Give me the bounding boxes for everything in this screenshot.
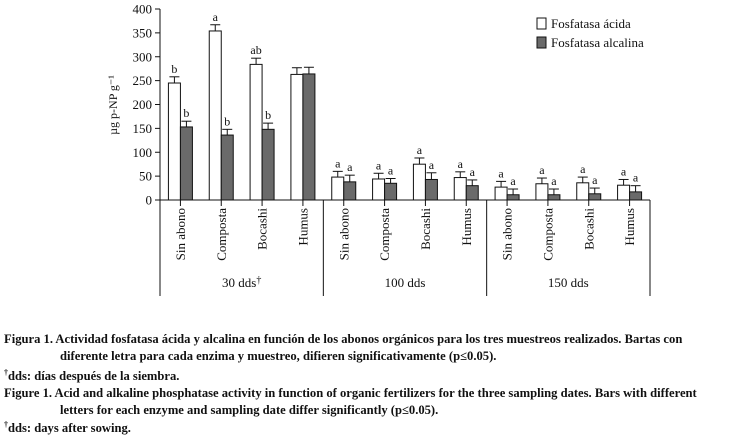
chart-legend: Fosfatasa ácida Fosfatasa alcalina <box>536 16 644 50</box>
bar-acid <box>494 186 508 201</box>
bar-alkaline <box>220 134 234 201</box>
category-label: Humus <box>459 208 474 246</box>
y-tick-label: 0 <box>146 193 153 208</box>
footnote-en-text: dds: days after sowing. <box>8 421 131 435</box>
group-label: 150 dds <box>548 275 589 290</box>
letter-alkaline: b <box>265 108 271 122</box>
bar-acid <box>290 73 304 201</box>
letter-alkaline: a <box>510 174 516 188</box>
letter-acid: a <box>498 166 504 180</box>
bar-acid <box>249 63 263 201</box>
letter-alkaline: a <box>633 171 639 185</box>
y-tick-label: 150 <box>133 121 153 136</box>
legend-label-acid: Fosfatasa ácida <box>551 16 631 31</box>
bar-alkaline <box>343 181 357 201</box>
bar-acid <box>576 182 590 201</box>
bar-alkaline <box>179 126 193 201</box>
group-label-dagger: † <box>256 275 261 286</box>
bar-acid <box>412 163 426 201</box>
bar-alkaline <box>424 178 438 201</box>
letter-alkaline: a <box>429 158 435 172</box>
bar-alkaline <box>465 185 479 201</box>
letter-alkaline: a <box>551 174 557 188</box>
bar-alkaline <box>261 128 275 201</box>
letter-alkaline: b <box>183 106 189 120</box>
bar-acid <box>208 30 222 201</box>
letter-alkaline: b <box>224 114 230 128</box>
bar-acid <box>453 177 467 201</box>
category-label: Humus <box>295 208 310 246</box>
bar-alkaline <box>629 191 643 201</box>
category-label: Bocashi <box>581 208 596 250</box>
letter-alkaline: a <box>470 165 476 179</box>
category-label: Sin abono <box>173 208 188 260</box>
chart-axes: 0 50 100 150 200 250 300 350 400 µg p-NP g⁻¹ <box>106 2 651 296</box>
bar-alkaline <box>384 182 398 201</box>
category-label: Humus <box>622 208 637 246</box>
y-tick-label: 350 <box>133 25 153 40</box>
bar-acid <box>535 183 549 201</box>
group-label-text: 100 dds <box>385 275 426 290</box>
y-tick-label: 50 <box>139 169 152 184</box>
category-label: Composta <box>377 208 392 261</box>
category-label: Composta <box>540 208 555 261</box>
bar-acid <box>331 176 345 201</box>
footnote-es-mark: † <box>4 368 8 377</box>
chart-bars <box>167 24 643 201</box>
category-label: Bocashi <box>255 208 270 250</box>
letter-acid: ab <box>250 43 261 57</box>
y-tick-label: 300 <box>133 49 153 64</box>
caption-english: Figure 1. Acid and alkaline phosphatase … <box>4 385 752 419</box>
footnote-en-mark: † <box>4 420 8 429</box>
y-axis-label: µg p-NP g⁻¹ <box>106 75 120 135</box>
letter-acid: a <box>580 162 586 176</box>
legend-swatch-acid <box>536 17 547 30</box>
category-label: Sin abono <box>336 208 351 260</box>
letter-acid: a <box>376 158 382 172</box>
y-tick-label: 100 <box>133 145 153 160</box>
letter-alkaline: a <box>347 160 353 174</box>
bar-acid <box>617 184 631 201</box>
phosphatase-bar-chart: 0 50 100 150 200 250 300 350 400 µg p-NP g⁻¹ b b Si… <box>106 2 651 296</box>
bar-alkaline <box>302 73 316 201</box>
letter-acid: a <box>539 163 545 177</box>
footnote-spanish: †dds: días después de la siembra. <box>4 368 179 384</box>
footnote-english: †dds: days after sowing. <box>4 420 131 436</box>
caption-es-line-2: diferente letra para cada enzima y muest… <box>60 349 497 363</box>
category-label: Sin abono <box>500 208 515 260</box>
y-tick-label: 200 <box>133 97 153 112</box>
legend-swatch-alkaline <box>536 36 547 49</box>
letter-acid: a <box>213 10 219 24</box>
letter-alkaline: a <box>388 164 394 178</box>
bar-alkaline <box>547 194 561 201</box>
group-label-text: 150 dds <box>548 275 589 290</box>
letter-acid: a <box>417 143 423 157</box>
letter-acid: a <box>621 164 627 178</box>
letter-alkaline: a <box>592 173 598 187</box>
category-label: Bocashi <box>418 208 433 250</box>
group-label: 100 dds <box>385 275 426 290</box>
caption-es-line-1: Figura 1. Actividad fosfatasa ácida y al… <box>4 332 683 346</box>
footnote-es-text: dds: días después de la siembra. <box>8 369 180 383</box>
caption-en-line-2: letters for each enzyme and sampling dat… <box>60 403 439 417</box>
letter-acid: a <box>335 156 341 170</box>
caption-en-line-1: Figure 1. Acid and alkaline phosphatase … <box>4 386 697 400</box>
group-label-text: 30 dds <box>222 275 256 290</box>
legend-label-alkaline: Fosfatasa alcalina <box>551 35 644 50</box>
letter-acid: b <box>171 62 177 76</box>
letter-acid: a <box>458 157 464 171</box>
bar-acid <box>372 178 386 201</box>
bar-alkaline <box>506 194 520 201</box>
category-label: Composta <box>214 208 229 261</box>
y-tick-label: 250 <box>133 73 153 88</box>
bar-alkaline <box>588 193 602 201</box>
caption-spanish: Figura 1. Actividad fosfatasa ácida y al… <box>4 331 752 365</box>
bar-acid <box>167 82 181 201</box>
y-tick-label: 400 <box>133 2 153 17</box>
group-label: 30 dds† <box>222 275 261 290</box>
